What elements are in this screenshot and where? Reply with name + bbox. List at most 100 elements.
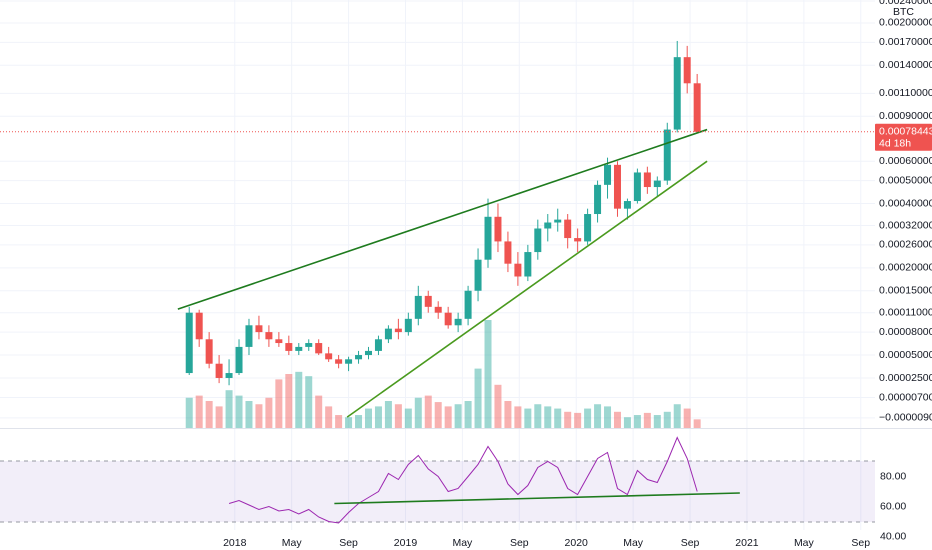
volume-bar (315, 395, 323, 428)
candle-body (663, 129, 671, 181)
candle-body (245, 325, 253, 347)
volume-bar (434, 402, 442, 428)
volume-bar (414, 397, 422, 428)
trendline (346, 160, 708, 418)
last-price-box (875, 123, 932, 151)
volume-bar (384, 401, 392, 428)
countdown-label: 4d 18h (879, 138, 911, 150)
volume-bar (494, 384, 502, 428)
candle-body (484, 216, 492, 260)
candle-body (434, 306, 442, 313)
rsi-trendline (334, 492, 740, 505)
volume-bar (335, 415, 343, 428)
candle-body (474, 259, 482, 291)
candle-body (404, 318, 412, 333)
candle-body (544, 222, 552, 229)
y-tick-label: 0.00015000 (879, 285, 932, 297)
volume-bar (205, 401, 213, 428)
volume-bar (364, 408, 372, 428)
candle-body (335, 359, 343, 364)
candle-body (613, 164, 621, 209)
candle-body (653, 180, 661, 188)
volume-bar (464, 401, 472, 428)
candle-body (355, 355, 363, 360)
y-tick-label: −0.00000900 (879, 412, 932, 424)
volume-bar (484, 320, 492, 428)
x-tick-label: Sep (851, 537, 870, 549)
candle-body (345, 359, 353, 364)
candle-body (584, 214, 592, 242)
volume-bar (424, 395, 432, 428)
volume-bar (604, 406, 612, 428)
volume-bar (454, 404, 462, 428)
candle-body (295, 346, 303, 351)
candle-body (424, 295, 432, 307)
y-tick-label: 0.00090000 (879, 110, 932, 122)
volume-bar (265, 397, 273, 428)
candle-body (285, 343, 293, 351)
x-tick-label: 2020 (565, 537, 589, 549)
rsi-tick-label: 40.00 (880, 530, 906, 542)
volume-bar (185, 397, 193, 428)
trendline (177, 128, 708, 310)
candle-body (265, 332, 273, 340)
volume-bar (623, 417, 631, 428)
candle-body (524, 252, 532, 277)
labels: BTC 2018 May Sep 2019 May Sep 2020 May Sep 2021 Ma… (223, 0, 932, 549)
marks (0, 40, 875, 524)
volume-bar (613, 411, 621, 428)
candle-body (464, 290, 472, 319)
y-tick-label: 0.00008000 (879, 326, 932, 338)
candle-body (305, 343, 313, 347)
y-tick-label: 0.00011000 (879, 306, 932, 318)
volume-bar (524, 408, 532, 428)
candle-body (504, 241, 512, 264)
candle-body (255, 325, 263, 333)
volume-bar (195, 395, 203, 428)
y-tick-label: 0.00040000 (879, 197, 932, 209)
y-tick-label: 0.00000700 (879, 391, 932, 403)
volume-bar (514, 406, 522, 428)
volume-bar (275, 379, 283, 428)
volume-bar (554, 408, 562, 428)
volume-bar (225, 390, 233, 428)
y-tick-label: 0.00140000 (879, 59, 932, 71)
candle-body (325, 353, 333, 360)
x-tick-label: May (794, 537, 815, 549)
grid (0, 0, 875, 530)
candle-body (185, 312, 193, 374)
candle-body (693, 83, 701, 132)
volume-bar (584, 408, 592, 428)
volume-bar (295, 371, 303, 428)
volume-bar (394, 404, 402, 428)
y-tick-label: 0.00050000 (879, 174, 932, 186)
price-unit: BTC (893, 6, 914, 18)
x-tick-label: Sep (681, 537, 700, 549)
candle-body (275, 339, 283, 344)
volume-bar (215, 406, 223, 428)
volume-bar (693, 419, 701, 428)
candle-body (594, 184, 602, 215)
candle-body (205, 339, 213, 364)
volume-bar (285, 374, 293, 428)
candle-body (574, 238, 582, 242)
volume-bar (474, 368, 482, 428)
candle-body (315, 343, 323, 354)
y-tick-label: 0.00032000 (879, 219, 932, 231)
volume-bar (444, 406, 452, 428)
volume-bar (653, 415, 661, 428)
x-tick-label: Sep (339, 537, 358, 549)
rsi-band (0, 461, 875, 522)
candle-body (374, 339, 382, 351)
volume-bar (235, 395, 243, 428)
candle-body (534, 228, 542, 253)
volume-bar (544, 406, 552, 428)
x-tick-label: Sep (510, 537, 529, 549)
candle-body (394, 328, 402, 333)
candle-body (564, 219, 572, 239)
y-tick-label: 0.00005000 (879, 349, 932, 361)
y-tick-label: 0.00026000 (879, 239, 932, 251)
rsi-line (228, 436, 698, 524)
x-tick-label: May (282, 537, 303, 549)
